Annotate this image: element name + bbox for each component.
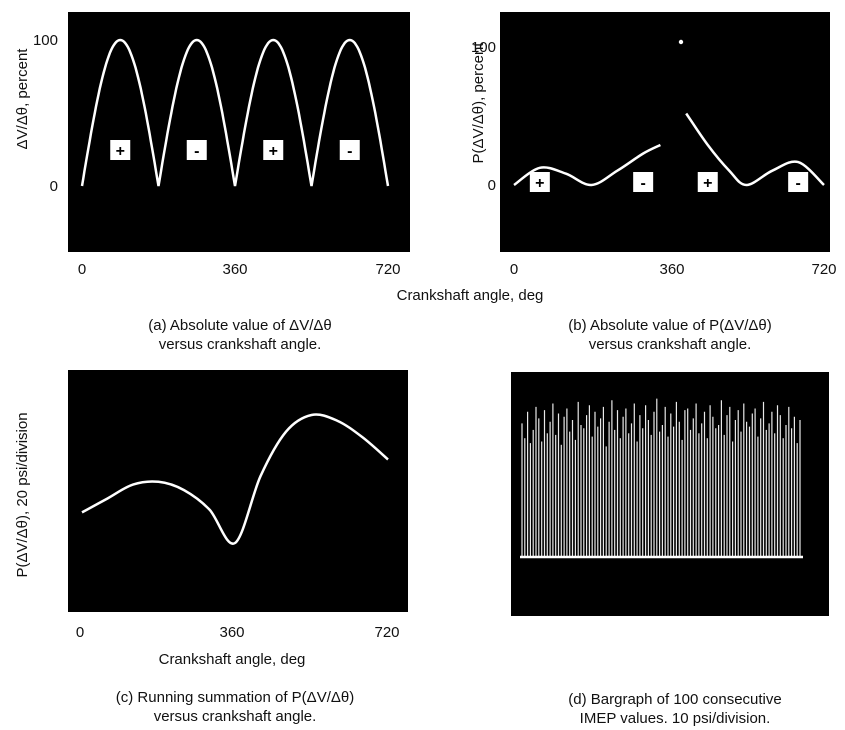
panel-b-plot-area [500, 12, 830, 252]
panel-c-xtick-720: 720 [374, 624, 399, 641]
panel-c-ylabel: P(ΔV/Δθ), 20 psi/division [14, 412, 31, 577]
panel-a-sign-badges: + - + - [110, 140, 360, 160]
panel-a-caption-line2: versus crankshaft angle. [158, 336, 322, 353]
panel-d-caption-line2: IMEP values. 10 psi/division. [579, 710, 771, 727]
panel-c-caption-line1: (c) Running summation of P(ΔV/Δθ) [115, 689, 355, 706]
panel-a-sign-badge: - [339, 140, 360, 160]
panel-a-sign-badge: - [186, 140, 207, 160]
panel-b-sign-label: + [535, 175, 544, 192]
panel-b-sign-badges: + - + - [529, 172, 809, 192]
panel-a-sign-badge: + [110, 140, 131, 160]
panel-a-ytick-0: 0 [50, 178, 58, 195]
panel-d-caption-line1: (d) Bargraph of 100 consecutive [568, 691, 782, 708]
panel-c-plot-area [68, 370, 408, 612]
panel-c-caption: (c) Running summation of P(ΔV/Δθ) versus… [70, 688, 400, 726]
panel-b-caption: (b) Absolute value of P(ΔV/Δθ) versus cr… [520, 316, 820, 354]
panel-a-caption-line1: (a) Absolute value of ΔV/Δθ [148, 317, 332, 334]
panel-a-xtick-720: 720 [375, 261, 400, 278]
panel-a-xtick-0: 0 [78, 261, 86, 278]
panel-b-ytick-0: 0 [488, 177, 496, 194]
panel-b-xtick-0: 0 [510, 261, 518, 278]
panel-b-sign-badge: + [529, 172, 550, 192]
panel-a-trace [80, 38, 390, 187]
panel-a-sign-label: - [347, 143, 352, 160]
panel-c-xtick-0: 0 [76, 624, 84, 641]
panel-d-bars [521, 398, 801, 557]
panel-b-sign-label: + [703, 175, 712, 192]
panel-a-sign-label: + [269, 143, 278, 160]
panel-b-caption-line2: versus crankshaft angle. [588, 336, 752, 353]
panel-a-xtick-360: 360 [222, 261, 247, 278]
panel-a-ytick-100: 100 [33, 32, 58, 49]
panel-b-sign-badge: - [788, 172, 809, 192]
panel-b-caption-line1: (b) Absolute value of P(ΔV/Δθ) [568, 317, 772, 334]
panel-b-peak-point [678, 39, 684, 45]
panel-b-xtick-360: 360 [659, 261, 684, 278]
panel-a-sign-label: - [194, 143, 199, 160]
panel-b-ytick-100: 100 [471, 39, 496, 56]
panel-b-trace [513, 112, 825, 187]
panel-d-caption: (d) Bargraph of 100 consecutive IMEP val… [515, 690, 835, 728]
panel-c-trace [81, 413, 389, 545]
panel-b-ylabel: P(ΔV/Δθ), percent [470, 42, 487, 164]
panel-a-sign-label: + [116, 143, 125, 160]
panel-c-xtick-360: 360 [219, 624, 244, 641]
panel-b-sign-label: - [641, 175, 646, 192]
panel-b-sign-badge: + [697, 172, 718, 192]
panel-a-plot-area [68, 12, 410, 252]
panel-a-sign-badge: + [263, 140, 284, 160]
panel-a-ylabel: ΔV/Δθ, percent [14, 48, 31, 150]
panel-b-sign-badge: - [633, 172, 654, 192]
panel-c-xlabel: Crankshaft angle, deg [159, 651, 306, 668]
panel-a-caption: (a) Absolute value of ΔV/Δθ versus crank… [90, 316, 390, 354]
shared-xlabel: Crankshaft angle, deg [397, 287, 544, 304]
panel-b-sign-label: - [796, 175, 801, 192]
panel-b-xtick-720: 720 [811, 261, 836, 278]
panel-c-caption-line2: versus crankshaft angle. [153, 708, 317, 725]
